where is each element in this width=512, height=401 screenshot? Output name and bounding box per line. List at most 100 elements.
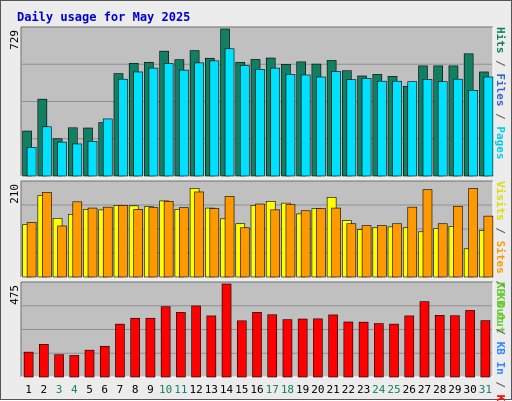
panel-top: 729 <box>8 26 494 177</box>
bar-kb-f-day-16 <box>252 312 262 378</box>
x-axis-labels: 1 2 3 4 5 6 7 8 9 10 11 12 13 14 15 16 17 18 19 20 21 22 23 24 2… <box>25 383 492 396</box>
bar-sites-day-7 <box>118 205 128 278</box>
bar-sites-day-29 <box>453 205 463 278</box>
legend-label-part: Visits <box>494 181 507 221</box>
x-tick-label: 25 <box>387 383 400 396</box>
legend-label-top: Hits / Files / Pages <box>494 27 507 160</box>
bar-pages-day-7 <box>118 78 128 177</box>
x-tick-label: 28 <box>433 383 446 396</box>
bar-kb-f-day-22 <box>343 321 354 378</box>
bar-sites-day-22 <box>346 223 357 278</box>
bar-pages-day-4 <box>72 143 83 177</box>
bar-kb-f-day-24 <box>374 323 384 378</box>
bar-kb-f-day-6 <box>99 345 110 378</box>
bar-sites-day-18 <box>285 204 296 278</box>
bar-pages-day-17 <box>270 67 281 177</box>
bar-kb-f-day-23 <box>358 321 369 378</box>
bar-pages-day-30 <box>468 90 478 177</box>
legend-label-part: Sites <box>494 241 507 274</box>
x-tick-label: 21 <box>327 383 340 396</box>
bar-sites-day-8 <box>133 209 143 278</box>
x-tick-label: 11 <box>174 383 187 396</box>
bar-sites-day-10 <box>163 201 174 278</box>
x-tick-label: 24 <box>372 383 386 396</box>
bar-pages-day-14 <box>224 48 235 177</box>
x-tick-label: 29 <box>448 383 461 396</box>
x-tick-label: 26 <box>403 383 416 396</box>
x-tick-label: 20 <box>311 383 324 396</box>
bar-sites-day-23 <box>361 225 372 278</box>
bar-pages-day-1 <box>26 147 37 177</box>
legend-label-part: KB F <box>494 395 507 401</box>
bar-sites-day-1 <box>26 222 37 278</box>
legend-label-part: KB Out <box>494 282 507 322</box>
x-tick-label: 23 <box>357 383 370 396</box>
bar-pages-day-9 <box>148 67 159 177</box>
x-tick-label: 15 <box>235 383 248 396</box>
y-axis-max-label: 475 <box>8 285 21 305</box>
bar-kb-f-day-20 <box>313 318 323 378</box>
x-tick-label: 7 <box>117 383 124 396</box>
bar-pages-day-26 <box>407 81 418 177</box>
bar-sites-day-16 <box>255 203 265 278</box>
bar-kb-f-day-29 <box>450 315 460 378</box>
bar-kb-f-day-9 <box>145 317 156 378</box>
bar-kb-f-day-1 <box>23 351 34 378</box>
bar-sites-day-28 <box>437 223 448 278</box>
x-tick-label: 18 <box>281 383 294 396</box>
x-tick-label: 9 <box>147 383 154 396</box>
legend-label-middle: Visits / Sites / KB Out <box>494 181 507 333</box>
bar-sites-day-31 <box>483 215 494 278</box>
bar-pages-day-22 <box>346 79 357 177</box>
x-tick-label: 10 <box>159 383 172 396</box>
bar-kb-f-day-27 <box>419 301 430 378</box>
x-tick-label: 5 <box>86 383 93 396</box>
x-tick-label: 16 <box>250 383 263 396</box>
y-axis-max-label: 210 <box>8 184 21 204</box>
bar-sites-day-9 <box>148 207 159 278</box>
bar-sites-day-17 <box>270 209 281 278</box>
bar-pages-day-3 <box>57 141 67 177</box>
legend-label-part: KB Out <box>494 294 507 334</box>
legend-label-part: Hits <box>494 27 507 54</box>
legend-label-part: / <box>494 274 507 294</box>
bar-pages-day-31 <box>483 76 494 177</box>
bar-pages-day-24 <box>377 80 387 177</box>
bar-kb-f-day-13 <box>206 315 217 378</box>
x-tick-label: 19 <box>296 383 309 396</box>
bar-sites-day-12 <box>194 191 204 278</box>
x-tick-label: 8 <box>132 383 139 396</box>
series-legend-labels: Hits / Files / Pages Visits / Sites / KB … <box>494 27 507 401</box>
x-tick-label: 1 <box>25 383 32 396</box>
bar-sites-day-30 <box>468 188 478 278</box>
x-tick-label: 3 <box>56 383 63 396</box>
bar-sites-day-11 <box>179 207 189 278</box>
x-tick-label: 2 <box>41 383 48 396</box>
bar-pages-day-10 <box>163 63 174 177</box>
bar-kb-f-day-17 <box>267 314 278 378</box>
bar-sites-day-13 <box>209 208 220 278</box>
bar-pages-day-19 <box>300 74 311 177</box>
legend-label-part: KB In <box>494 342 507 375</box>
x-tick-label: 31 <box>479 383 492 396</box>
bar-pages-day-23 <box>361 78 372 177</box>
bar-kb-f-day-30 <box>465 310 475 378</box>
bar-kb-f-day-15 <box>236 320 247 378</box>
legend-label-bottom: KB Out / KB In / KB F <box>494 282 507 401</box>
bar-kb-f-day-4 <box>69 355 80 378</box>
bar-kb-f-day-11 <box>176 312 186 378</box>
bar-pages-day-29 <box>453 78 463 177</box>
bar-pages-day-8 <box>133 71 143 177</box>
panel-bottom: 475 <box>8 281 494 378</box>
bar-kb-f-day-7 <box>115 323 125 378</box>
bar-kb-f-day-14 <box>221 283 232 378</box>
bar-sites-day-6 <box>102 206 113 278</box>
x-tick-label: 17 <box>266 383 279 396</box>
bar-sites-day-26 <box>407 206 418 278</box>
x-tick-label: 13 <box>205 383 218 396</box>
bar-sites-day-15 <box>239 227 250 278</box>
legend-label-part: / <box>494 375 507 395</box>
x-tick-label: 30 <box>464 383 477 396</box>
bar-sites-day-24 <box>377 225 387 278</box>
